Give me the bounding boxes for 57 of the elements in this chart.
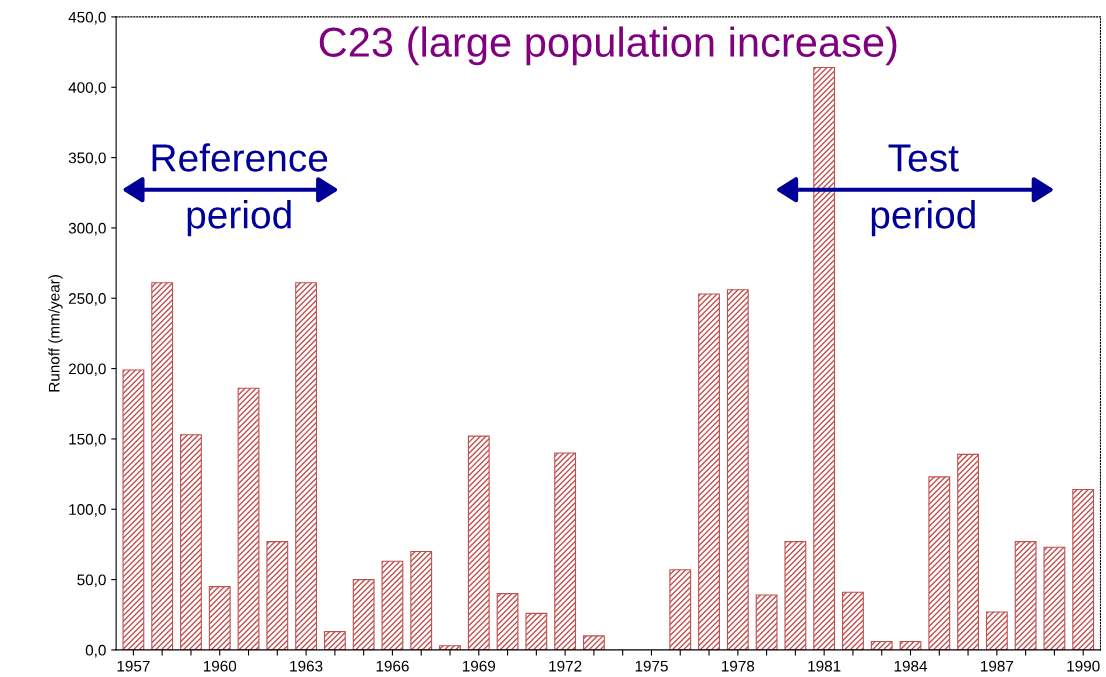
x-tick-label: 1963 — [290, 660, 323, 672]
bar — [410, 550, 433, 650]
bar — [525, 612, 548, 650]
bar — [813, 67, 836, 650]
annotation: Test period — [871, 144, 975, 237]
annotation: Reference period — [152, 143, 328, 237]
x-tick-label: 1987 — [981, 660, 1014, 672]
chart-title: C23 (large population increase) — [319, 26, 897, 66]
bar — [1014, 541, 1037, 650]
x-tick-label: 1981 — [808, 660, 841, 672]
bar — [899, 640, 922, 650]
bar — [467, 435, 490, 650]
y-tick-label: 0,0 — [85, 644, 106, 658]
x-tick-label: 1969 — [462, 660, 496, 672]
bar — [1043, 546, 1066, 650]
y-tick-label: 350,0 — [68, 152, 106, 166]
bar — [237, 387, 260, 650]
bar — [554, 452, 577, 650]
y-tick-label: 150,0 — [69, 433, 106, 447]
bar — [295, 282, 318, 650]
bar — [985, 611, 1008, 650]
x-tick-label: 1960 — [203, 660, 237, 672]
bar — [381, 560, 404, 650]
y-tick-label: 400,0 — [68, 82, 106, 95]
x-tick-label: 1984 — [894, 660, 928, 672]
bar — [180, 434, 202, 650]
bar — [151, 282, 174, 650]
bar — [870, 640, 893, 650]
bar — [669, 569, 692, 650]
bar — [208, 586, 231, 650]
y-tick-label: 450,0 — [68, 11, 106, 25]
x-tick-label: 1966 — [376, 660, 409, 672]
bar — [957, 453, 979, 650]
bar — [755, 594, 778, 650]
y-tick-label: 200,0 — [68, 363, 106, 377]
x-tick-label: 1975 — [635, 660, 668, 672]
bar — [928, 476, 951, 650]
bar — [784, 541, 807, 650]
x-tick-label: 1972 — [549, 660, 582, 672]
bar — [1072, 489, 1095, 650]
bar — [323, 631, 346, 650]
y-tick-label: 50,0 — [77, 574, 106, 588]
x-tick-label: 1978 — [721, 660, 755, 672]
bar — [266, 541, 289, 650]
y-tick-label: 100,0 — [69, 504, 106, 517]
y-axis-title: Runoff (mm/year) — [48, 275, 63, 392]
y-tick-label: 250,0 — [68, 293, 106, 306]
bar — [726, 289, 749, 650]
x-tick-label: 1957 — [117, 660, 150, 672]
bar — [122, 369, 145, 650]
y-tick-label: 300,0 — [68, 222, 106, 236]
bar — [698, 293, 720, 650]
bar — [582, 635, 605, 650]
x-tick-label: 1990 — [1067, 660, 1100, 672]
bar — [352, 579, 375, 650]
bar — [496, 593, 519, 650]
bar — [842, 591, 864, 650]
